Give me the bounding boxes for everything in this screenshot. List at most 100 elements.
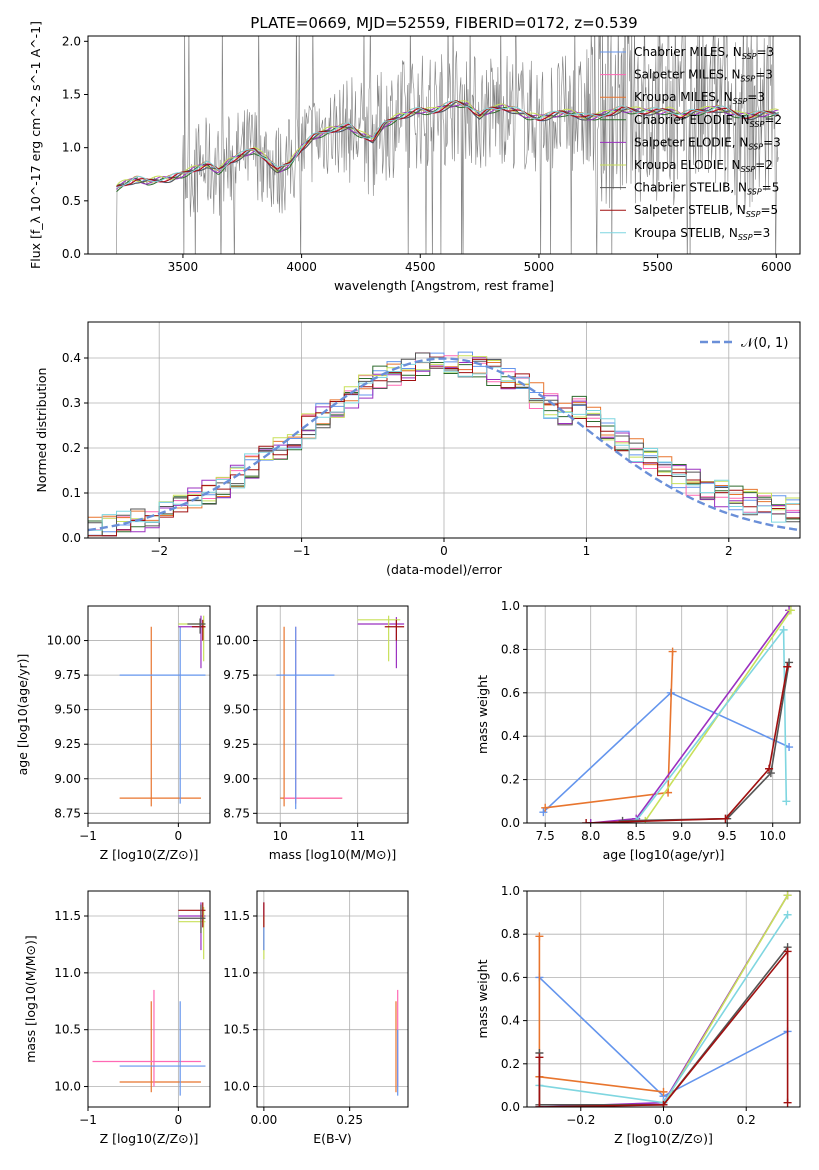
y-tick-label: 0.0 [501, 1100, 520, 1114]
y-tick-label: 10.5 [54, 1023, 81, 1037]
x-tick-label: 2 [725, 544, 733, 558]
panel-weight_vs_age: 7.5 8.0 8.5 9.0 9.5 10.0 0.0 0.2 0.4 0.6 0.8 1.0 age… [475, 599, 801, 862]
mass-weight-point [783, 891, 792, 900]
y-tick-label: 9.50 [54, 703, 81, 717]
panels: 3500 4000 4500 5000 5500 6000 0.0 0.5 1.0 1.5 2.0 w… [15, 21, 801, 1146]
axes-frame [87, 890, 211, 1108]
legend-entry: 𝒩(0, 1) [741, 336, 788, 351]
axes-frame [256, 890, 409, 1108]
axes-frame [87, 605, 211, 824]
y-tick-label: 1.5 [62, 87, 81, 101]
x-tick-label: 4500 [405, 260, 436, 274]
y-tick-label: 10.5 [223, 1023, 250, 1037]
mass-weight-point [783, 662, 792, 671]
plot-area [276, 615, 405, 810]
legend-entry: Chabrier ELODIE, NSSP=2 [634, 113, 782, 129]
y-tick-label: 0.0 [62, 247, 81, 261]
legend-entry: Chabrier MILES, NSSP=3 [634, 45, 774, 61]
axes-frame [256, 605, 409, 824]
y-axis-label: age [log10(age/yr)] [15, 654, 30, 776]
mass-weight-point [785, 743, 794, 752]
panel-mass_vs_EBV: 0.00 0.25 10.0 10.5 11.0 11.5 E(B-V) [223, 890, 409, 1146]
x-axis-label: E(B-V) [313, 1131, 352, 1146]
mass-weight-point [785, 658, 794, 667]
y-tick-label: 1.0 [501, 884, 520, 898]
mass-weight-point [659, 1100, 668, 1107]
mass-weight-point [535, 1053, 544, 1062]
mass-weight-line [545, 651, 674, 809]
plot-area [99, 36, 779, 254]
panel-spectrum: 3500 4000 4500 5000 5500 6000 0.0 0.5 1.0 1.5 2.0 w… [28, 21, 801, 293]
y-tick-label: 11.5 [223, 909, 250, 923]
y-tick-label: 10.00 [216, 634, 250, 648]
legend-entry: Chabrier STELIB, NSSP=5 [634, 181, 779, 197]
y-tick-label: 8.75 [223, 806, 250, 820]
mass-weight-point [659, 1087, 668, 1096]
x-tick-label: −1 [79, 1113, 97, 1127]
x-tick-label: 8.0 [581, 829, 600, 843]
x-tick-label: 0.00 [251, 1113, 278, 1127]
y-tick-label: 0.6 [501, 686, 520, 700]
x-axis-label: Z [log10(Z/Z⊙)] [614, 1131, 713, 1146]
x-tick-label: 1 [583, 544, 591, 558]
mass-weight-line [662, 894, 789, 1106]
y-tick-label: 2.0 [62, 34, 81, 48]
y-tick-label: 1.0 [501, 599, 520, 613]
figure-title: PLATE=0669, MJD=52559, FIBERID=0172, z=0… [250, 14, 637, 32]
x-tick-label: −1 [293, 544, 311, 558]
y-axis-label: Flux [f_λ 10^-17 erg cm^-2 s^-1 A^-1] [28, 21, 43, 269]
x-axis-label: mass [log10(M/M⊙)] [269, 847, 397, 862]
x-tick-label: 7.5 [536, 829, 555, 843]
mass-weight-line [542, 691, 790, 813]
y-tick-label: 9.75 [223, 668, 250, 682]
x-tick-label: 0 [440, 544, 448, 558]
y-tick-label: 0.8 [501, 927, 520, 941]
x-tick-label: 0 [175, 829, 183, 843]
x-tick-label: 5000 [524, 260, 555, 274]
plot-area [88, 351, 800, 537]
y-tick-label: 0.6 [501, 970, 520, 984]
mass-weight-line [590, 609, 790, 823]
y-tick-label: 0.2 [501, 1057, 520, 1071]
x-tick-label: 11 [350, 829, 365, 843]
plot-area [535, 891, 792, 1107]
y-axis-label: Normed distribution [34, 368, 49, 493]
legend-entry: Kroupa MILES, NSSP=3 [634, 90, 765, 106]
mass-weight-point [782, 797, 791, 806]
x-tick-label: 0 [175, 1113, 183, 1127]
x-axis-label: wavelength [Angstrom, rest frame] [334, 278, 554, 293]
y-tick-label: 0.4 [501, 729, 520, 743]
x-axis-label: Z [log10(Z/Z⊙)] [100, 1131, 199, 1146]
mass-weight-point [535, 932, 544, 941]
y-tick-label: 0.4 [62, 351, 81, 365]
y-tick-label: 0.2 [501, 773, 520, 787]
y-tick-label: 0.2 [62, 441, 81, 455]
y-tick-label: 9.00 [54, 772, 81, 786]
panel-mass_vs_Z: −1 0 10.0 10.5 11.0 11.5 Z [log10(Z/Z⊙)] mass [… [23, 890, 211, 1146]
mass-weight-point [783, 1098, 792, 1107]
y-tick-label: 0.5 [62, 194, 81, 208]
x-tick-label: 0.0 [654, 1113, 673, 1127]
y-tick-label: 9.75 [54, 668, 81, 682]
y-tick-label: 0.4 [501, 1014, 520, 1028]
mass-weight-point [668, 647, 677, 656]
y-tick-label: 8.75 [54, 806, 81, 820]
mass-weight-point [618, 816, 627, 823]
x-axis-label: age [log10(age/yr)] [603, 847, 725, 862]
y-tick-label: 9.25 [54, 737, 81, 751]
y-tick-label: 0.3 [62, 396, 81, 410]
y-tick-label: 11.0 [54, 966, 81, 980]
mass-weight-point [586, 819, 595, 823]
y-axis-label: mass weight [475, 959, 490, 1038]
y-tick-label: 10.0 [54, 1080, 81, 1094]
gaussian-curve [88, 357, 800, 532]
plot-area [119, 615, 206, 807]
legend: Chabrier MILES, NSSP=3 Salpeter MILES, NS… [600, 45, 782, 242]
mass-weight-line [622, 662, 790, 822]
mass-weight-point [765, 764, 774, 773]
y-tick-label: 11.0 [223, 966, 250, 980]
legend-entry: Kroupa STELIB, NSSP=3 [634, 226, 770, 242]
x-axis-label: (data-model)/error [386, 562, 503, 577]
model-spectrum-line [116, 100, 779, 189]
mass-weight-point [539, 808, 548, 817]
